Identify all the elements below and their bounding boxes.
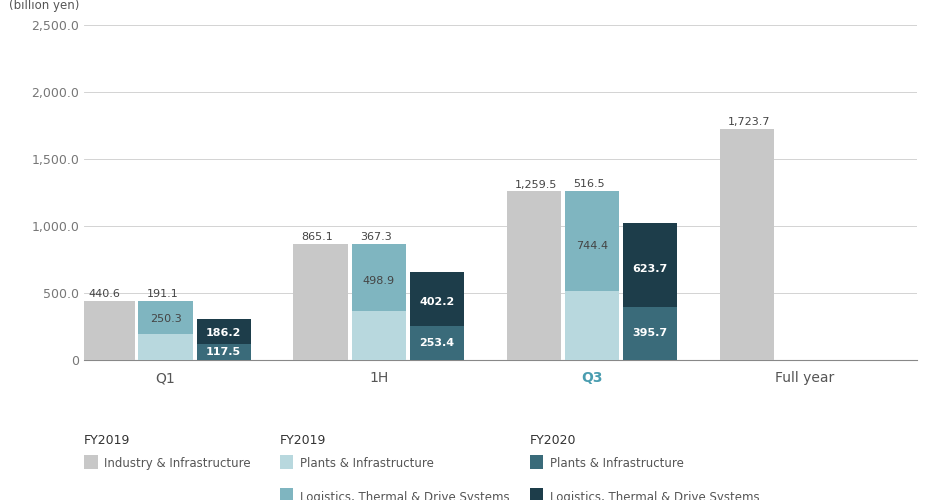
- Text: 395.7: 395.7: [633, 328, 667, 338]
- FancyBboxPatch shape: [84, 454, 97, 469]
- Text: 498.9: 498.9: [362, 276, 395, 285]
- Bar: [80, 301, 135, 360]
- Bar: [352, 244, 406, 311]
- Text: 250.3: 250.3: [150, 314, 182, 324]
- Text: Plants & Infrastructure: Plants & Infrastructure: [300, 458, 434, 470]
- Text: Industry & Infrastructure: Industry & Infrastructure: [104, 458, 251, 470]
- Bar: [139, 334, 193, 360]
- Bar: [622, 224, 677, 307]
- Bar: [720, 129, 774, 360]
- Bar: [352, 311, 406, 360]
- Text: 1,259.5: 1,259.5: [515, 180, 557, 190]
- Text: FY2019: FY2019: [280, 434, 327, 446]
- Text: 117.5: 117.5: [206, 347, 241, 357]
- FancyBboxPatch shape: [530, 488, 543, 500]
- Text: 191.1: 191.1: [147, 289, 179, 299]
- Text: 186.2: 186.2: [206, 328, 241, 338]
- Text: 1,723.7: 1,723.7: [728, 118, 770, 128]
- Text: FY2020: FY2020: [530, 434, 577, 446]
- Text: 623.7: 623.7: [633, 264, 667, 274]
- Text: 865.1: 865.1: [301, 232, 333, 242]
- Text: 516.5: 516.5: [573, 180, 605, 190]
- Text: (billion yen): (billion yen): [9, 0, 80, 12]
- Bar: [197, 320, 251, 344]
- FancyBboxPatch shape: [530, 454, 543, 469]
- Text: 367.3: 367.3: [359, 232, 391, 242]
- Bar: [622, 307, 677, 360]
- Bar: [564, 291, 619, 360]
- Text: FY2019: FY2019: [84, 434, 131, 446]
- Bar: [294, 244, 347, 360]
- Bar: [564, 191, 619, 291]
- Text: Plants & Infrastructure: Plants & Infrastructure: [550, 458, 684, 470]
- Bar: [410, 272, 464, 326]
- Bar: [139, 301, 193, 334]
- Text: Logistics, Thermal & Drive Systems: Logistics, Thermal & Drive Systems: [300, 491, 509, 500]
- Bar: [410, 326, 464, 360]
- Text: 744.4: 744.4: [576, 241, 607, 251]
- Text: Logistics, Thermal & Drive Systems: Logistics, Thermal & Drive Systems: [550, 491, 759, 500]
- Bar: [197, 344, 251, 360]
- Bar: [506, 191, 561, 360]
- Text: 402.2: 402.2: [419, 297, 455, 307]
- Text: 440.6: 440.6: [89, 290, 121, 300]
- FancyBboxPatch shape: [280, 488, 293, 500]
- Text: 253.4: 253.4: [419, 338, 454, 348]
- FancyBboxPatch shape: [280, 454, 293, 469]
